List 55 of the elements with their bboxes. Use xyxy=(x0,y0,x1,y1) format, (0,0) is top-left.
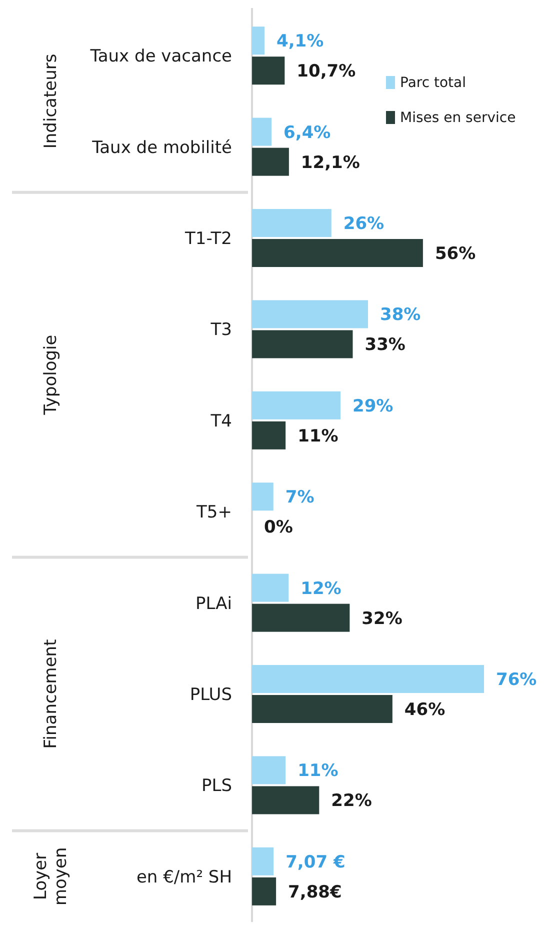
bar xyxy=(252,604,350,632)
bar xyxy=(252,391,341,420)
data-label: 29% xyxy=(352,396,394,416)
data-label: 7% xyxy=(285,488,314,508)
y-tick-label: T3 xyxy=(210,320,232,340)
bar xyxy=(252,665,484,693)
y-tick-label: PLUS xyxy=(190,684,232,705)
data-label: 10,7% xyxy=(296,62,356,82)
data-label: 38% xyxy=(380,305,421,326)
y-tick-label: T1-T2 xyxy=(184,228,232,249)
data-label: 22% xyxy=(331,791,372,812)
text: Indicateurs xyxy=(41,54,61,149)
data-label: 46% xyxy=(404,700,446,720)
bar xyxy=(252,421,286,450)
data-label: 6,4% xyxy=(284,122,331,143)
bar xyxy=(252,756,286,784)
data-label: 0% xyxy=(264,518,293,538)
bar xyxy=(252,148,289,176)
bar xyxy=(252,847,274,876)
bar xyxy=(252,209,332,237)
data-label: 12% xyxy=(300,578,342,599)
bar xyxy=(252,330,353,358)
data-label: 56% xyxy=(434,244,476,264)
data-label: 4,1% xyxy=(276,32,324,52)
bar xyxy=(252,118,272,146)
y-tick-label: T5+ xyxy=(196,502,232,523)
data-label: 26% xyxy=(343,214,384,234)
bar xyxy=(252,56,285,85)
bar xyxy=(252,574,289,602)
y-tick-label: T4 xyxy=(210,411,232,432)
data-label: 12,1% xyxy=(300,152,360,173)
bar xyxy=(252,300,368,328)
legend-label: Parc total xyxy=(400,74,466,91)
data-label: 11% xyxy=(298,761,338,782)
data-label: 11% xyxy=(298,426,338,446)
bar xyxy=(252,786,320,814)
data-label: 7,07 € xyxy=(286,852,346,872)
y-tick-label: PLS xyxy=(201,776,232,796)
y-tick-label: Taux de mobilité xyxy=(91,138,232,158)
text: Typologie xyxy=(41,334,61,416)
text: Loyer moyen xyxy=(30,847,72,906)
y-tick-label: en €/m² SH xyxy=(136,867,232,888)
text: Financement xyxy=(41,638,61,749)
data-label: 33% xyxy=(364,335,406,356)
legend-label: Mises en service xyxy=(400,110,516,126)
data-label: 76% xyxy=(496,670,537,690)
y-tick-label: PLAi xyxy=(196,594,232,614)
bar xyxy=(252,877,276,906)
bar xyxy=(252,695,392,723)
bar xyxy=(252,26,265,55)
y-tick-label: Taux de vacance xyxy=(89,46,232,67)
bar xyxy=(252,239,423,267)
data-label: 7,88€ xyxy=(288,882,342,902)
data-label: 32% xyxy=(362,608,402,629)
bar xyxy=(252,482,274,511)
